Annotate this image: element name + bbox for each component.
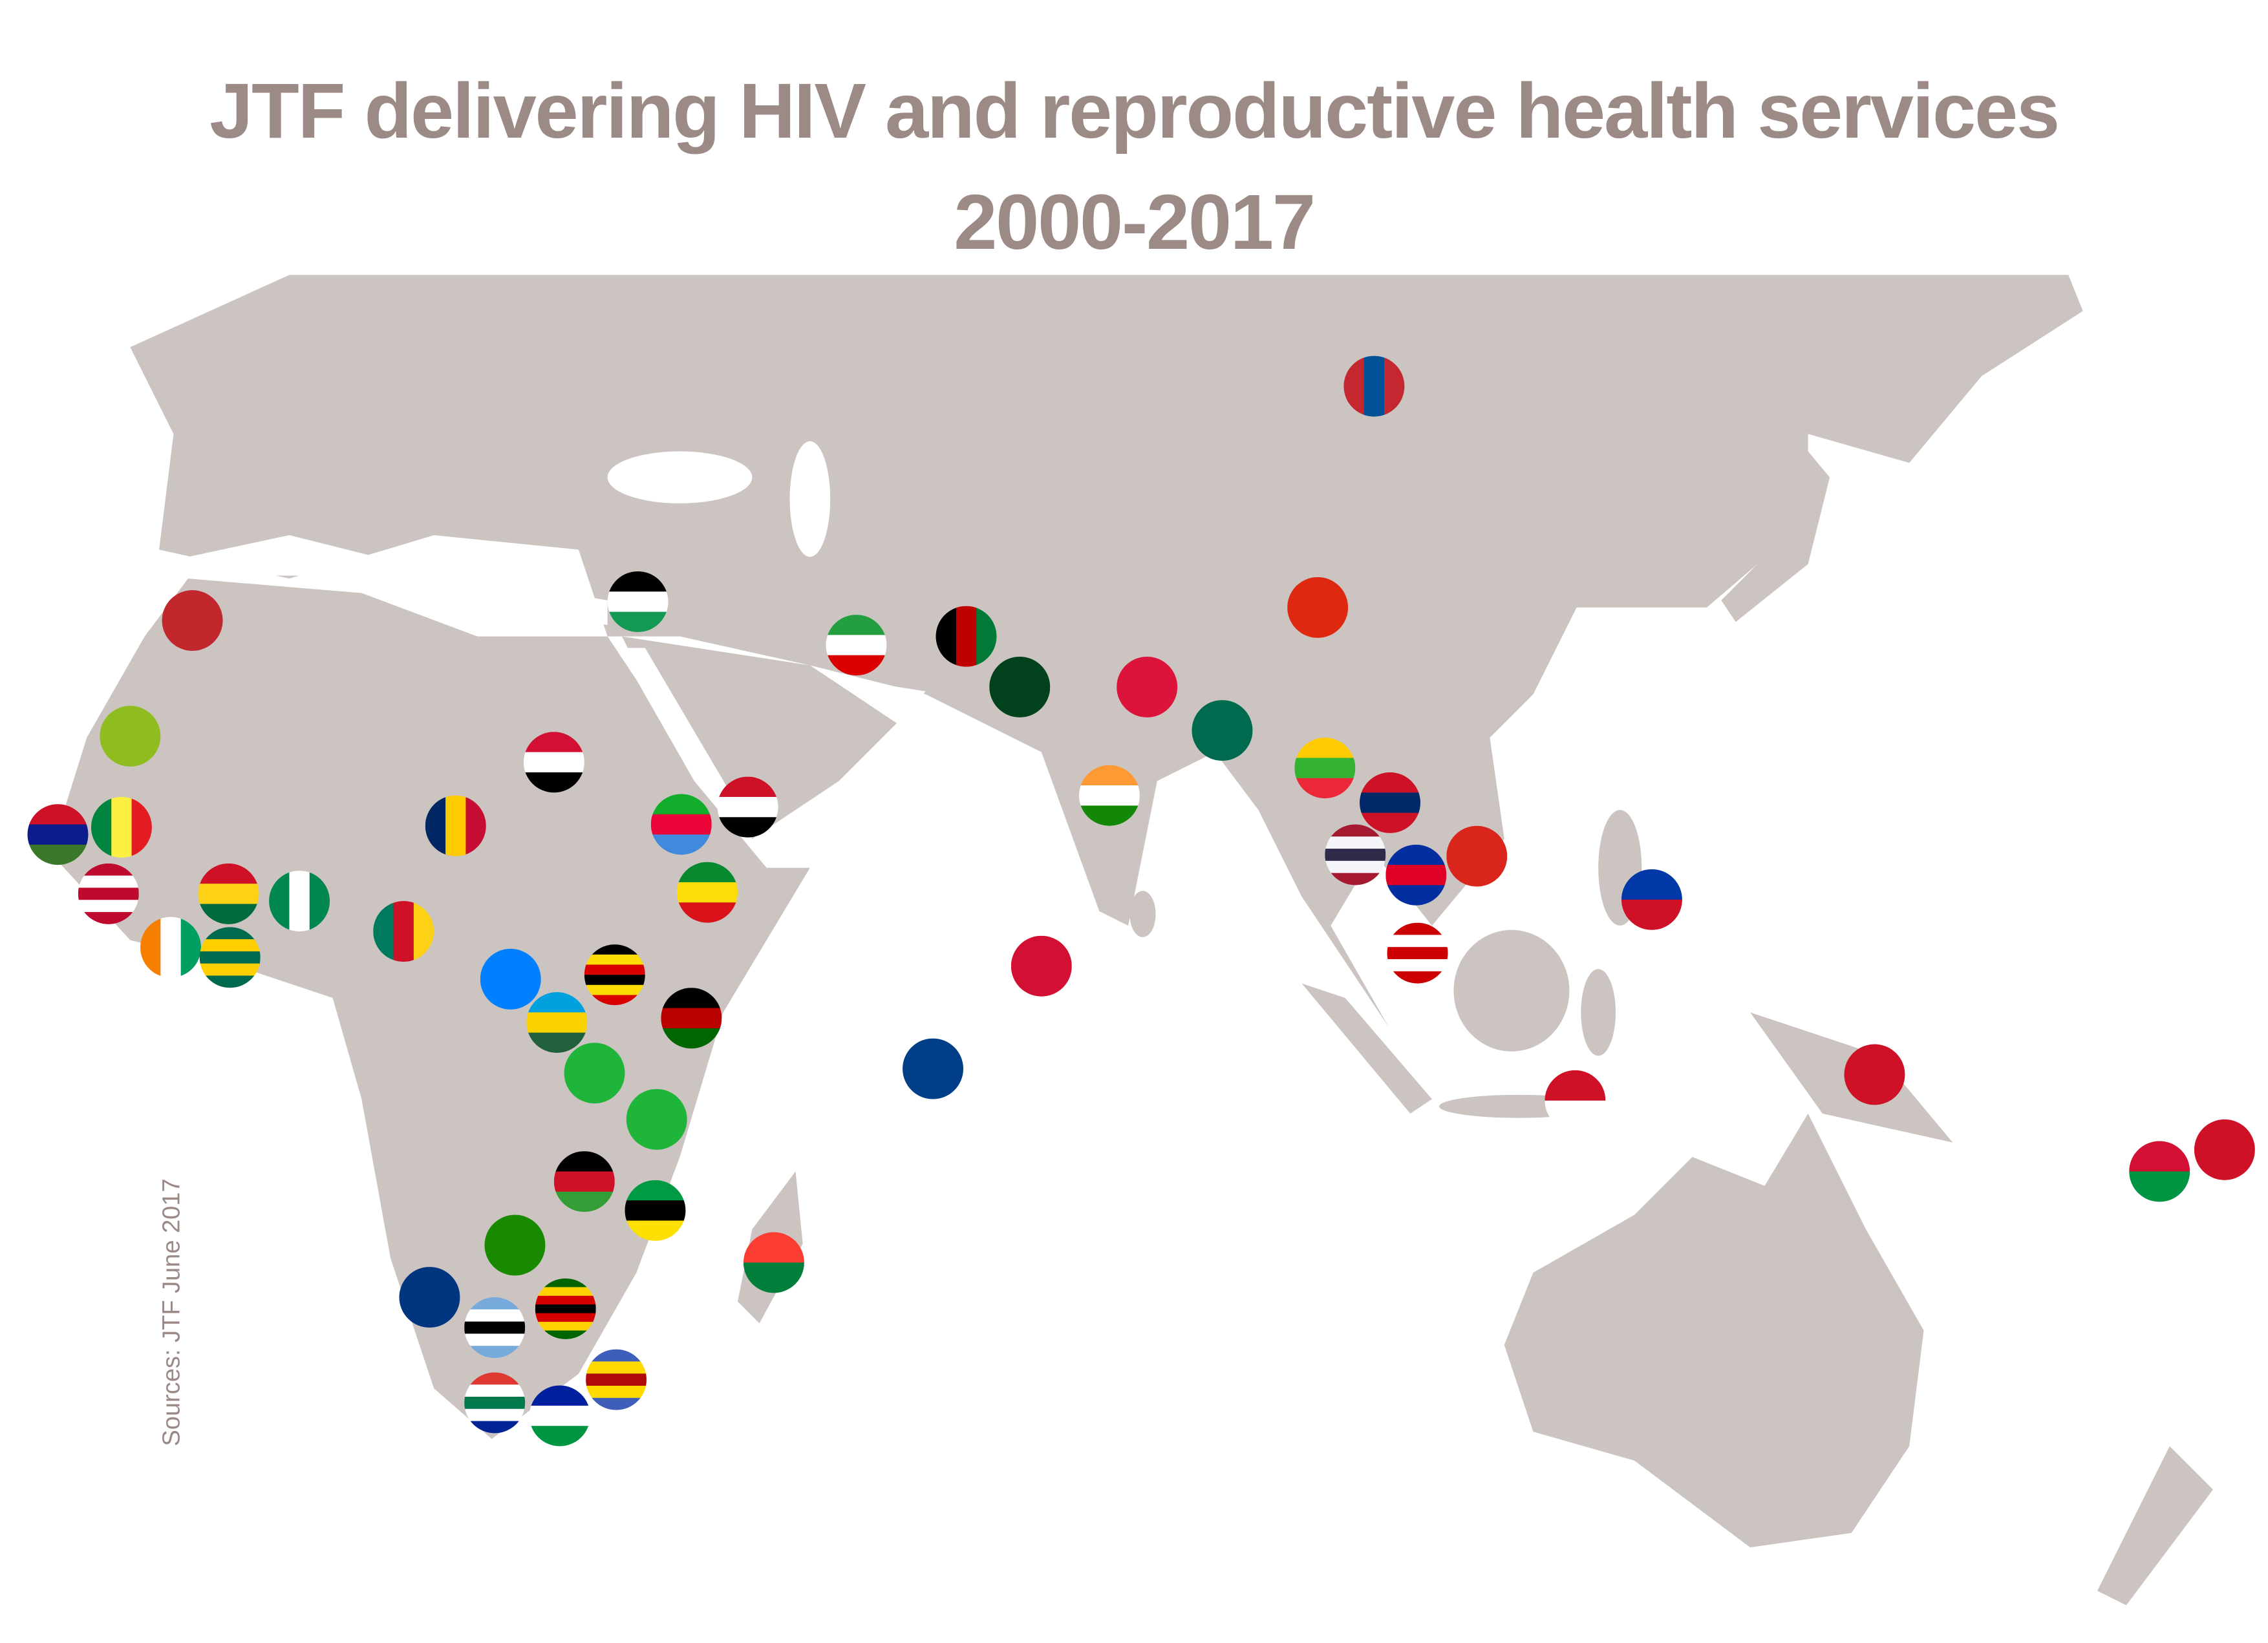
flag bbox=[564, 1043, 625, 1104]
flag bbox=[903, 1038, 964, 1099]
flag bbox=[399, 1267, 460, 1328]
flag bbox=[535, 1278, 596, 1339]
flag bbox=[162, 590, 223, 652]
flag bbox=[464, 1372, 526, 1434]
flag bbox=[586, 1349, 647, 1410]
flag bbox=[1446, 825, 1508, 887]
title-line: JTF delivering HIV and reproductive heal… bbox=[209, 67, 2059, 154]
source-note: Sources: JTF June 2017 bbox=[158, 1178, 185, 1446]
flag bbox=[100, 706, 161, 767]
flag bbox=[199, 927, 261, 988]
flag bbox=[1287, 577, 1349, 638]
flag bbox=[1078, 765, 1140, 826]
flag bbox=[1011, 935, 1072, 997]
flag bbox=[480, 948, 541, 1010]
flag bbox=[1621, 869, 1682, 930]
flag bbox=[1545, 1070, 1606, 1131]
flag bbox=[1387, 922, 1448, 984]
flag bbox=[529, 1385, 590, 1447]
flag bbox=[989, 656, 1051, 717]
flag bbox=[2129, 1141, 2190, 1202]
flag bbox=[1117, 656, 1178, 717]
flag bbox=[626, 1088, 687, 1150]
title-line: 2000-2017 bbox=[954, 178, 1314, 266]
flag bbox=[484, 1214, 546, 1276]
flag bbox=[1192, 700, 1253, 761]
flag bbox=[1844, 1044, 1905, 1105]
land bbox=[50, 275, 2213, 1606]
flag bbox=[2194, 1119, 2255, 1180]
